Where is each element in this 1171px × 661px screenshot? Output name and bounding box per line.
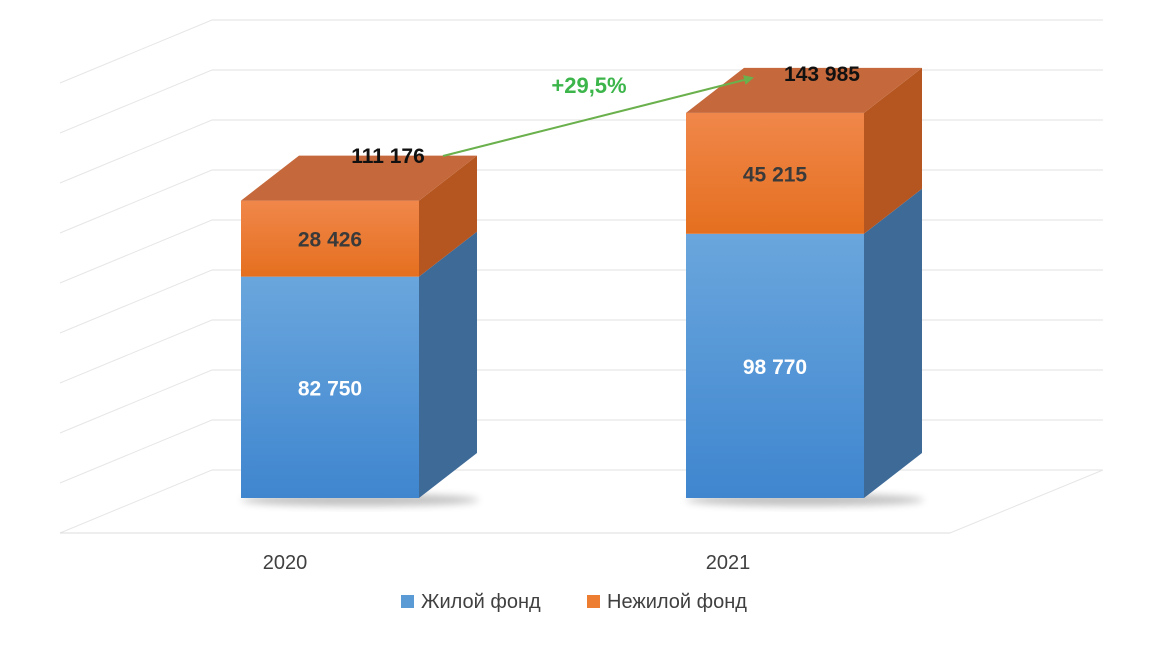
bar-2020-nonresidential xyxy=(241,200,419,277)
growth-arrow xyxy=(442,75,754,157)
growth-annotation: +29,5% xyxy=(442,73,754,157)
gridline-side xyxy=(59,169,213,234)
bar-side-2021-1 xyxy=(864,67,922,234)
growth-label: +29,5% xyxy=(551,73,626,98)
gridline-side xyxy=(59,469,213,534)
x-tick-label: 2021 xyxy=(706,552,751,574)
value-label: 98 770 xyxy=(743,356,807,379)
gridline-side xyxy=(59,19,213,84)
bars xyxy=(241,67,924,506)
total-label: 143 985 xyxy=(784,63,860,86)
bar-side-2021-0 xyxy=(864,188,922,498)
gridline-side xyxy=(59,419,213,484)
legend-swatch xyxy=(587,595,600,608)
gridline-side xyxy=(59,69,213,134)
value-label: 45 215 xyxy=(743,163,808,186)
legend: Жилой фонд Нежилой фонд xyxy=(401,591,747,613)
bar-side-2020-1 xyxy=(419,155,477,277)
legend-swatch xyxy=(401,595,414,608)
bar-top-2020 xyxy=(241,155,477,201)
value-label: 82 750 xyxy=(298,377,362,400)
total-label: 111 176 xyxy=(351,145,425,168)
bar-2021-nonresidential xyxy=(686,112,864,234)
bar-side-2020-0 xyxy=(419,231,477,499)
gridline-side xyxy=(59,319,213,384)
bar-2021-residential xyxy=(686,233,864,498)
gridline-side xyxy=(59,119,213,184)
value-label: 28 426 xyxy=(298,229,362,252)
gridline-side xyxy=(59,219,213,284)
gridline-side xyxy=(59,269,213,334)
legend-label: Жилой фонд xyxy=(421,591,541,613)
gridline-side xyxy=(59,369,213,434)
bar-2020-residential xyxy=(241,276,419,498)
x-axis-tick-labels: 2020 2021 xyxy=(263,552,751,574)
floor-line-side xyxy=(949,469,1104,534)
x-tick-label: 2020 xyxy=(263,552,308,574)
legend-label: Нежилой фонд xyxy=(607,591,747,613)
bar-labels: 82 750 28 426 111 176 98 770 45 215 143 985 xyxy=(298,63,860,400)
